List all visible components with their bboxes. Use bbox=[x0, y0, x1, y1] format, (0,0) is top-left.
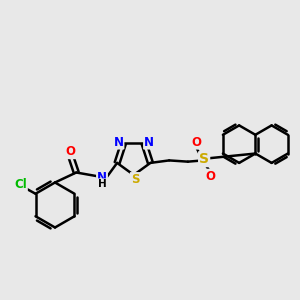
Text: Cl: Cl bbox=[14, 178, 27, 191]
Text: N: N bbox=[113, 136, 124, 148]
Text: H: H bbox=[98, 179, 106, 189]
Text: N: N bbox=[97, 171, 107, 184]
Text: O: O bbox=[66, 145, 76, 158]
Text: O: O bbox=[191, 136, 201, 149]
Text: O: O bbox=[205, 170, 215, 183]
Text: N: N bbox=[144, 136, 154, 148]
Text: S: S bbox=[199, 152, 209, 166]
Text: S: S bbox=[131, 173, 139, 186]
